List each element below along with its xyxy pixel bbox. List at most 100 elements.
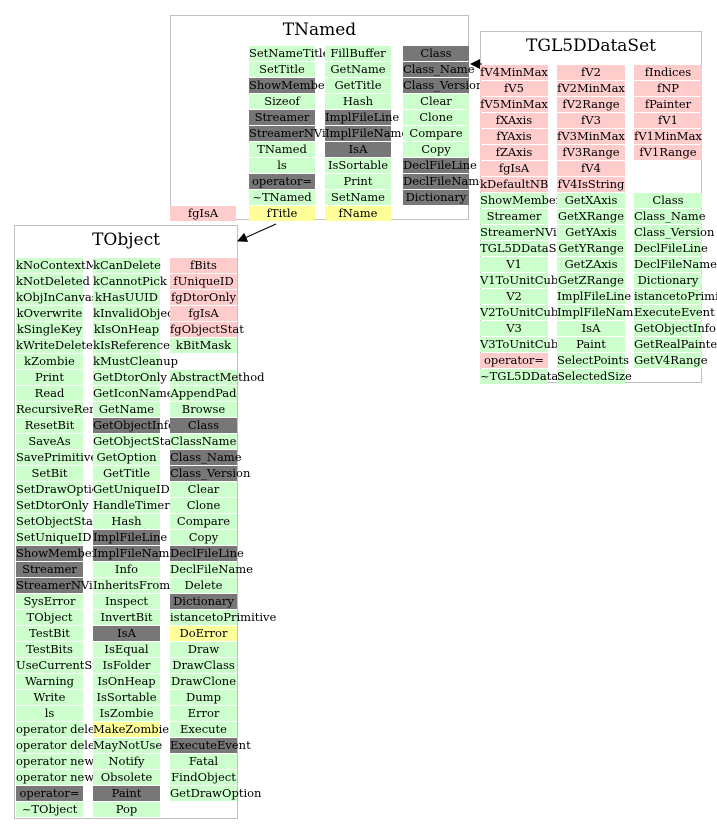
tgl5d-col1-member: fZAxis [480,145,548,160]
tobject-col2-member: Pop [93,802,160,817]
tobject-col2-member: MayNotUse [93,738,163,753]
tobject-col1-member: Warning [16,674,83,689]
tgl5d-col2-member: GetZRange [557,273,625,288]
tgl5d-col3-member: Class_Name [634,209,706,224]
tgl5d-col2-member: GetZAxis [557,257,625,272]
tobject-col1-member: kSingleKey [16,322,83,337]
tgl5d-col3-member: GetObjectInfo [634,321,716,336]
tobject-col1-member: SetObjectStat [16,514,98,529]
tnamed-col2-member: GetTitle [325,78,391,93]
tobject-col3-member: FindObject [170,770,237,785]
tobject-col3-member: ClassName [170,434,237,449]
tobject-col1-member: SetUniqueID [16,530,92,545]
tobject-col1-member: Print [16,370,83,385]
tnamed-col2-member: GetName [325,62,391,77]
tobject-col2-member: IsSortable [93,690,160,705]
tnamed-col1-member: Streamer [249,110,315,125]
tnamed-col2-member: fName [325,206,391,221]
tobject-col1-member: ~TObject [16,802,83,817]
tobject-col3-member: fUniqueID [170,274,237,289]
tgl5d-col3-member: Class [634,193,702,208]
tobject-col1-member: SetDrawOption [16,482,107,497]
tobject-col2-member: kIsReferenced [93,338,178,353]
tnamed-col3-member: Class [403,46,469,61]
tgl5d-col3-member: fV1 [634,113,702,128]
tnamed-col1-member: ShowMembers [249,78,337,93]
tgl5d-col3-member: DeclFileLine [634,241,708,256]
tobject-col3-member: Error [170,706,237,721]
tobject-col3-member: fgIsA [170,306,237,321]
tnamed-col1-member: operator= [249,174,315,189]
tobject-col3-member: kBitMask [170,338,237,353]
tobject-col1-member: StreamerNVirtual [16,578,121,593]
tobject-col2-member: kHasUUID [93,290,160,305]
tobject-col1-member: kWriteDelete [16,338,93,353]
tgl5d-col3-member: ExecuteEvent [634,305,715,320]
tgl5d-col1-member: kDefaultNB [480,177,549,192]
tgl5d-col3-member: fNP [634,81,702,96]
tobject-col2-member: InvertBit [93,610,160,625]
tgl5d-col1-member: fXAxis [480,113,548,128]
tobject-col2-member: kCanDelete [93,258,161,273]
tnamed-col3-member: DeclFileName [403,174,486,189]
tobject-col3-member: DrawClone [170,674,237,689]
tobject-col2-member: IsFolder [93,658,160,673]
tnamed-col1-member: fTitle [249,206,315,221]
tgl5d-col2-member: fV2 [557,65,625,80]
tgl5d-col1-member: V2ToUnitCube [480,305,566,320]
tobject-col3-member: fBits [170,258,237,273]
tobject-col2-member: IsEqual [93,642,160,657]
tgl5d-col3-member: fV1MinMax [634,129,702,144]
tobject-col1-member: kZombie [16,354,83,369]
tobject-col1-member: TestBit [16,626,83,641]
tobject-col3-member: Delete [170,578,237,593]
tgl5d-col1-member: fV5 [480,81,548,96]
tgl5d-col3-member: GetRealPainter [634,337,717,352]
tobject-col1-member: kNoContextMenu [16,258,120,273]
tnamed-col2-member: Print [325,174,391,189]
tobject-col1-member: operator new[] [16,770,104,785]
tnamed-col2-member: IsA [325,142,391,157]
tobject-col2-member: MakeZombie [93,722,170,737]
tobject-col2-member: kMustCleanup [93,354,178,369]
tobject-col1-member: operator delete[] [16,738,116,753]
tobject-col3-member: ExecuteEvent [170,738,251,753]
tgl5d-col1-member: fV4MinMax [480,65,548,80]
tobject-col2-member: GetTitle [93,466,160,481]
tobject-col2-member: InheritsFrom [93,578,171,593]
tgl5d-col1-member: ShowMembers [480,193,568,208]
tgl5d-col2-member: GetXAxis [557,193,625,208]
tobject-col3-member: Browse [170,402,237,417]
tobject-col2-member: kCannotPick [93,274,167,289]
tnamed-col1-member: SetNameTitle [249,46,330,61]
tobject-col2-member: Obsolete [93,770,160,785]
tobject-col3-member: DoError [170,626,237,641]
tnamed-col1-member: ~TNamed [249,190,315,205]
tobject-col1-member: ResetBit [16,418,83,433]
tobject-col2-member: Inspect [93,594,160,609]
tgl5d-col3-member: fPainter [634,97,702,112]
tobject-col1-member: SysError [16,594,83,609]
tobject-col3-member: fgObjectStat [170,322,244,337]
tgl5d-col1-member: StreamerNVirtual [480,225,585,240]
tobject-col3-member: Clone [170,498,237,513]
tobject-col1-member: UseCurrentStyle [16,658,114,673]
tgl5d-col3-member: Class_Version [634,225,715,240]
tobject-col2-member: ImplFileLine [93,530,168,545]
tobject-col1-member: kObjInCanvas [16,290,98,305]
tobject-col3-member: DeclFileName [170,562,253,577]
tgl5d-col2-member: fV3MinMax [557,129,625,144]
tgl5d-col2-member: fV2Range [557,97,625,112]
tobject-col1-member: TestBits [16,642,83,657]
tobject-col2-member: GetUniqueID [93,482,170,497]
tobject-col3-member: Class_Version [170,466,251,481]
tgl5d-col2-member: fV3Range [557,145,625,160]
tgl5d-col2-member: GetXRange [557,209,625,224]
tobject-col2-member: ImplFileName [93,546,177,561]
tgl5d-col3-member: istancetoPrimitive [634,289,717,304]
tgl5d-col1-member: operator= [480,353,548,368]
tobject-col2-member: Info [93,562,160,577]
tobject-title: TObject [92,230,160,250]
tobject-col1-member: ShowMembers [16,546,104,561]
tgl5d-col1-member: Streamer [480,209,548,224]
